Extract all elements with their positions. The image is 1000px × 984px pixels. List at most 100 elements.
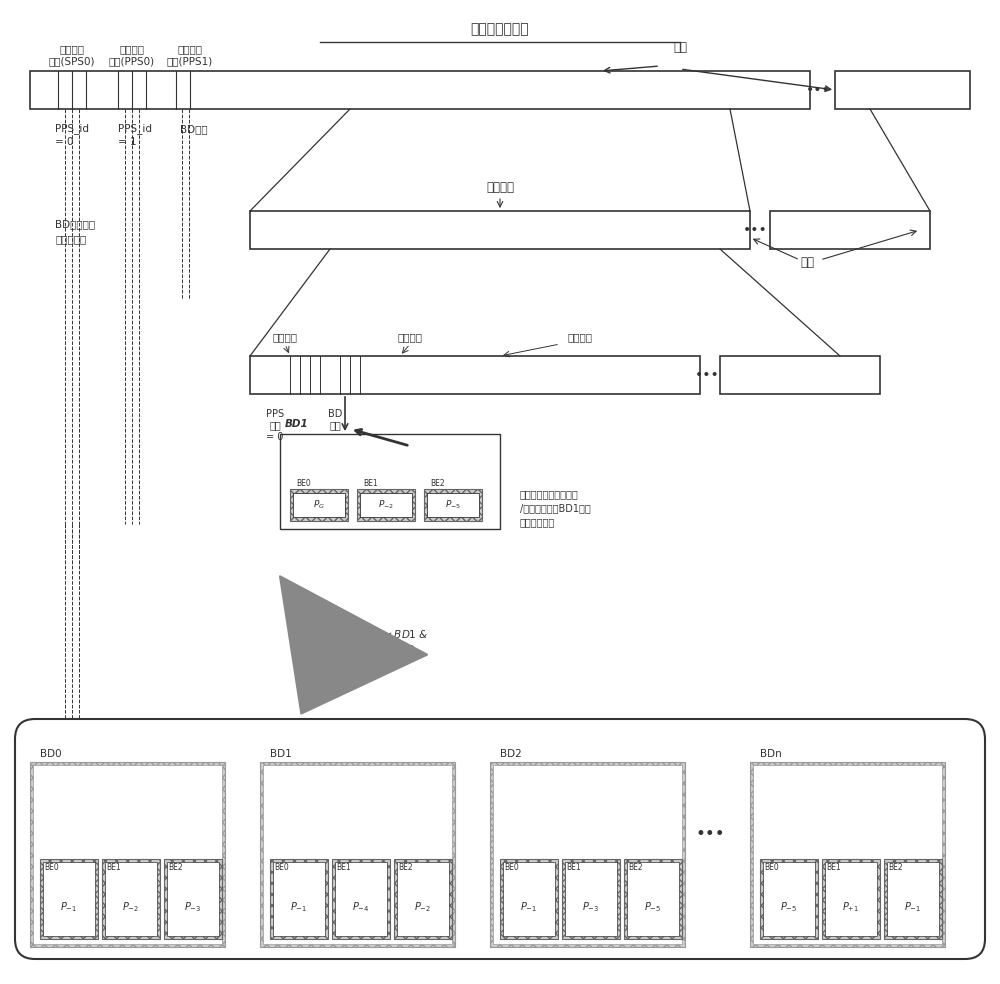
Text: BE2: BE2 [398, 863, 413, 872]
FancyBboxPatch shape [427, 493, 479, 517]
FancyBboxPatch shape [43, 862, 95, 936]
Text: 图片: 图片 [673, 41, 687, 54]
Text: 序列参数: 序列参数 [60, 44, 84, 54]
FancyBboxPatch shape [280, 434, 500, 529]
FancyBboxPatch shape [624, 859, 682, 939]
Text: BD2: BD2 [500, 749, 522, 759]
FancyBboxPatch shape [627, 862, 679, 936]
Text: $P_{-5}$: $P_{-5}$ [445, 499, 461, 512]
FancyBboxPatch shape [763, 862, 815, 936]
FancyBboxPatch shape [33, 765, 222, 944]
FancyBboxPatch shape [263, 765, 452, 944]
Text: •••: ••• [695, 825, 725, 843]
FancyBboxPatch shape [770, 211, 930, 249]
FancyBboxPatch shape [293, 493, 345, 517]
Text: $P_{-4}$: $P_{-4}$ [352, 900, 370, 914]
FancyBboxPatch shape [394, 859, 452, 939]
FancyBboxPatch shape [273, 862, 325, 936]
FancyBboxPatch shape [250, 211, 750, 249]
Text: 于对当前切片进行编码: 于对当前切片进行编码 [520, 489, 579, 499]
FancyBboxPatch shape [30, 762, 225, 947]
Text: BE2: BE2 [168, 863, 183, 872]
Text: •••: ••• [743, 223, 767, 237]
Text: 修改 $BE0$: 修改 $BE0$ [380, 643, 415, 655]
Text: BE0: BE0 [504, 863, 519, 872]
Text: BE2: BE2 [888, 863, 903, 872]
Text: BE1: BE1 [336, 863, 351, 872]
Text: BE1: BE1 [826, 863, 841, 872]
Text: = 1: = 1 [118, 137, 137, 147]
Text: $P_{-1}$: $P_{-1}$ [60, 900, 78, 914]
FancyBboxPatch shape [397, 862, 449, 936]
Text: 图片数据: 图片数据 [486, 181, 514, 194]
FancyBboxPatch shape [15, 719, 985, 959]
Text: = 0: = 0 [55, 137, 74, 147]
FancyBboxPatch shape [270, 859, 328, 939]
Text: BE1: BE1 [106, 863, 121, 872]
FancyBboxPatch shape [503, 862, 555, 936]
Text: $P_{-5}$: $P_{-5}$ [780, 900, 798, 914]
Text: PPS_id: PPS_id [118, 124, 152, 135]
FancyBboxPatch shape [40, 859, 98, 939]
FancyBboxPatch shape [884, 859, 942, 939]
Text: $P_{-2}$: $P_{-2}$ [122, 900, 140, 914]
FancyBboxPatch shape [102, 859, 160, 939]
Text: 描述定义）: 描述定义） [55, 234, 86, 244]
Text: $P_{-3}$: $P_{-3}$ [184, 900, 202, 914]
Text: BE1: BE1 [363, 479, 378, 488]
Text: 编码视频比特流: 编码视频比特流 [471, 22, 529, 36]
Text: PPS
选择
= 0: PPS 选择 = 0 [266, 409, 284, 442]
FancyBboxPatch shape [250, 356, 700, 394]
Text: BE2: BE2 [628, 863, 643, 872]
Text: •••: ••• [695, 368, 719, 382]
Text: $P_{-3}$: $P_{-3}$ [582, 900, 600, 914]
Text: •••: ••• [806, 83, 830, 97]
FancyBboxPatch shape [760, 859, 818, 939]
FancyBboxPatch shape [753, 765, 942, 944]
Text: 切片数据: 切片数据 [397, 332, 422, 342]
FancyBboxPatch shape [260, 762, 455, 947]
Text: 集合(SPS0): 集合(SPS0) [49, 56, 95, 66]
Text: 用户参照图片: 用户参照图片 [520, 517, 555, 527]
Text: 图片参数: 图片参数 [178, 44, 202, 54]
FancyBboxPatch shape [822, 859, 880, 939]
Text: 切片: 切片 [800, 256, 814, 269]
Text: $P_{-1}$: $P_{-1}$ [520, 900, 538, 914]
Text: BD1: BD1 [270, 749, 292, 759]
Text: PPS_id: PPS_id [55, 124, 89, 135]
FancyBboxPatch shape [562, 859, 620, 939]
Text: $P_{+1}$: $P_{+1}$ [842, 900, 860, 914]
Text: 切片报头: 切片报头 [272, 332, 298, 342]
FancyBboxPatch shape [290, 489, 348, 521]
FancyBboxPatch shape [490, 762, 685, 947]
FancyBboxPatch shape [750, 762, 945, 947]
FancyBboxPatch shape [335, 862, 387, 936]
Text: BD（缓冲器: BD（缓冲器 [55, 219, 95, 229]
Text: 图片参数: 图片参数 [120, 44, 144, 54]
Text: $P_{-1}$: $P_{-1}$ [290, 900, 308, 914]
FancyBboxPatch shape [565, 862, 617, 936]
Text: BE2: BE2 [430, 479, 445, 488]
FancyBboxPatch shape [835, 71, 970, 109]
Text: BE0: BE0 [296, 479, 311, 488]
FancyBboxPatch shape [105, 862, 157, 936]
Text: BE1: BE1 [566, 863, 581, 872]
FancyBboxPatch shape [493, 765, 682, 944]
FancyBboxPatch shape [720, 356, 880, 394]
Text: BD1: BD1 [285, 419, 309, 429]
Text: BD0: BD0 [40, 749, 62, 759]
Text: $P_{-2}$: $P_{-2}$ [414, 900, 432, 914]
Text: 集合(PPS0): 集合(PPS0) [109, 56, 155, 66]
FancyBboxPatch shape [164, 859, 222, 939]
Text: $P_{-5}$: $P_{-5}$ [644, 900, 662, 914]
Text: BD定义: BD定义 [180, 124, 208, 134]
FancyBboxPatch shape [30, 71, 810, 109]
Text: $P_G$: $P_G$ [313, 499, 325, 512]
Text: $P_{-2}$: $P_{-2}$ [378, 499, 394, 512]
FancyBboxPatch shape [500, 859, 558, 939]
Text: BDn: BDn [760, 749, 782, 759]
Text: $P_{-1}$: $P_{-1}$ [904, 900, 922, 914]
FancyBboxPatch shape [825, 862, 877, 936]
Text: 集合(PPS1): 集合(PPS1) [167, 56, 213, 66]
FancyBboxPatch shape [167, 862, 219, 936]
